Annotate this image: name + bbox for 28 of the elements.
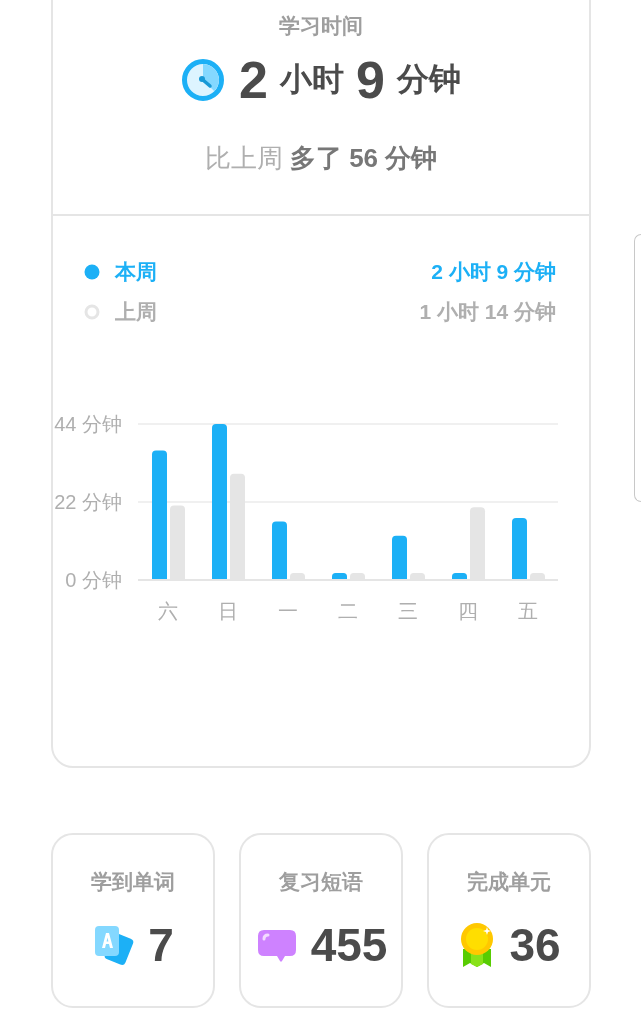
chart-title: 学习时间 [279, 14, 363, 37]
legend-label: 本周 [115, 259, 157, 285]
text: 比上周 多了 56 分钟 [204, 143, 438, 173]
category-label: 完成单元 [467, 870, 551, 893]
text: 2 小时 9 分钟 [431, 259, 556, 285]
bar [512, 517, 527, 580]
bar [392, 535, 407, 580]
text: 1 小时 14 分钟 [419, 299, 556, 325]
data-label: 7 [148, 919, 174, 971]
data-label: 455 [310, 919, 388, 971]
bar [212, 424, 227, 580]
legend-label: 上周 [115, 299, 157, 325]
x-tick-label: 日 [218, 600, 238, 623]
x-tick-label: 二 [338, 600, 358, 623]
chart-subtitle: 2 小时 9 分钟 [239, 50, 461, 110]
category-label: 复习短语 [279, 870, 363, 893]
x-tick-label: 一 [278, 600, 298, 623]
y-tick-label: 22 分钟 [54, 491, 122, 514]
category-label: 学到单词 [91, 870, 175, 893]
x-tick-label: 五 [518, 600, 538, 623]
data-label: 36 [509, 919, 561, 971]
y-tick-label: 0 分钟 [65, 569, 122, 592]
y-tick-label: 44 分钟 [54, 413, 122, 436]
x-tick-label: 六 [158, 600, 178, 623]
bar [152, 450, 167, 580]
bar [272, 521, 287, 580]
x-tick-label: 三 [398, 600, 418, 623]
x-tick-label: 四 [458, 600, 478, 623]
